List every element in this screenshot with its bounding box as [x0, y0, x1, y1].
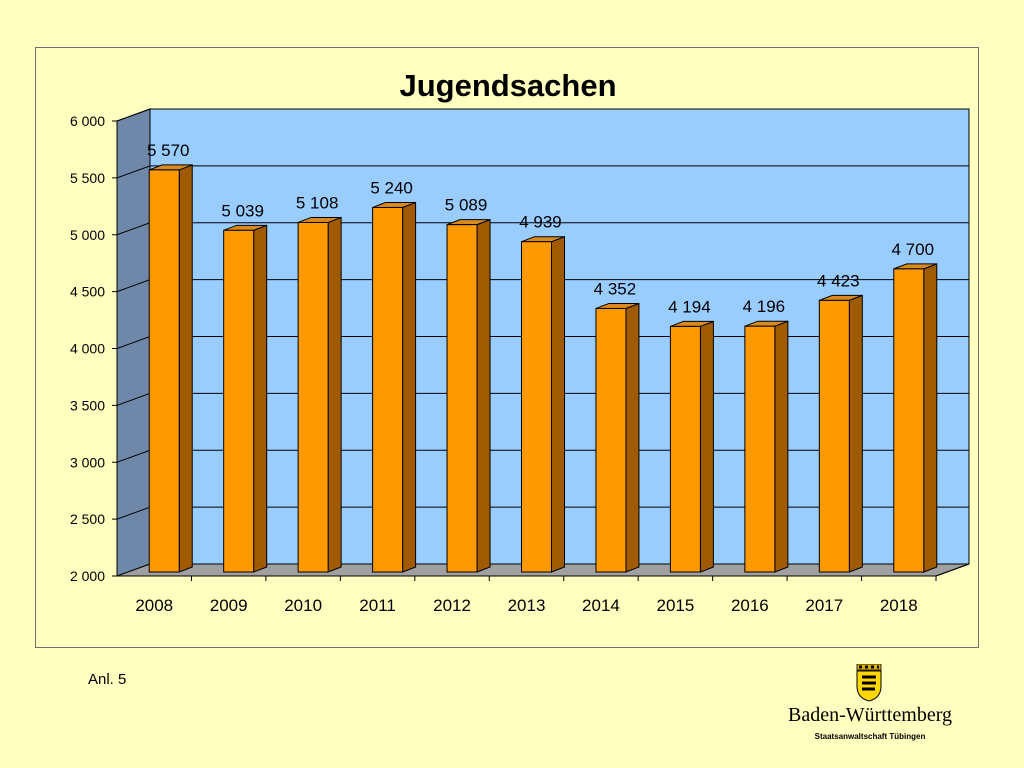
chart-frame: Jugendsachen 2 000 2 500 3 000 3 500 4 000 4 … — [35, 47, 979, 648]
grid-line — [116, 108, 969, 122]
y-tick-label: 4 000 — [70, 341, 105, 357]
data-label: 4 194 — [668, 297, 711, 316]
logo-subtitle: Staatsanwaltschaft Tübingen — [814, 732, 926, 741]
x-tick-label: 2009 — [210, 596, 248, 615]
logo-name: Baden-Württemberg — [787, 704, 952, 726]
x-tick-label: 2014 — [582, 596, 620, 615]
bar-front — [818, 299, 850, 573]
bar-side — [178, 164, 193, 573]
bar-2011 — [372, 201, 417, 573]
bar-front — [893, 268, 925, 573]
data-label: 5 108 — [296, 193, 339, 212]
bar-2013 — [521, 235, 565, 573]
y-tick-label: 2 000 — [70, 568, 105, 584]
grid-line — [116, 165, 969, 179]
bar-2018 — [893, 263, 938, 573]
bar-side — [551, 235, 565, 573]
y-tick-label: 3 000 — [70, 454, 105, 470]
data-label: 5 089 — [445, 196, 488, 215]
data-label: 5 240 — [370, 178, 413, 197]
bar-2012 — [446, 218, 491, 573]
y-axis: 2 000 2 500 3 000 3 500 4 000 4 500 5 000 5 500… — [70, 113, 118, 584]
data-label: 4 352 — [594, 279, 637, 298]
y-tick-label: 2 500 — [70, 511, 105, 527]
bar-2009 — [223, 224, 268, 573]
y-tick-label: 5 000 — [70, 227, 105, 243]
x-tick-label: 2008 — [135, 596, 173, 615]
bar-side — [327, 216, 342, 573]
bar-front — [744, 325, 776, 573]
bar-side — [923, 263, 938, 573]
state-logo: Baden-Württemberg Staatsanwaltschaft Tüb… — [780, 662, 960, 748]
x-axis-depth-line — [935, 563, 970, 577]
bar-side — [699, 320, 714, 573]
y-tick-label: 3 500 — [70, 397, 105, 413]
bar-side — [848, 294, 863, 573]
x-tick-label: 2011 — [359, 596, 396, 615]
bar-2017 — [818, 294, 863, 573]
bar-side — [774, 320, 789, 573]
bar-front — [669, 325, 701, 573]
data-labels: 5 570 5 039 5 108 5 240 5 089 4 939 4 352 4 194… — [147, 141, 934, 317]
bar-side — [476, 218, 491, 573]
x-tick-label: 2017 — [805, 596, 843, 615]
y-tick-label: 4 500 — [70, 284, 105, 300]
bar-2010 — [297, 216, 342, 573]
bar-2014 — [595, 302, 640, 573]
bar-front — [595, 307, 627, 573]
bar-front — [223, 229, 255, 573]
bar-side — [402, 201, 417, 573]
y-tick-label: 5 500 — [70, 170, 105, 186]
bar-2015 — [669, 320, 714, 573]
bar-front — [521, 241, 552, 573]
bar-front — [446, 224, 478, 573]
data-label: 4 939 — [519, 213, 562, 232]
bar-front — [297, 221, 329, 573]
chart-title: Jugendsachen — [399, 68, 616, 103]
y-tick-label: 6 000 — [70, 113, 105, 129]
bars — [148, 164, 938, 573]
annotation-label: Anl. 5 — [88, 671, 127, 688]
bar-chart: Jugendsachen 2 000 2 500 3 000 3 500 4 000 4 … — [70, 68, 970, 615]
bar-side — [625, 302, 640, 573]
data-label: 4 196 — [743, 297, 786, 316]
x-tick-label: 2010 — [284, 596, 322, 615]
x-axis: 2008 2009 2010 2011 2012 2013 2014 2015 2016 2017… — [117, 563, 970, 615]
data-label: 5 039 — [221, 201, 264, 220]
bar-2016 — [744, 320, 789, 573]
x-tick-label: 2016 — [731, 596, 769, 615]
bar-side — [253, 224, 268, 573]
bar-front — [148, 169, 180, 573]
x-tick-label: 2015 — [656, 596, 694, 615]
data-label: 4 700 — [891, 240, 934, 259]
x-tick-label: 2012 — [433, 596, 471, 615]
coat-of-arms-icon — [856, 664, 882, 702]
data-label: 5 570 — [147, 141, 190, 160]
bar-2008 — [148, 164, 193, 573]
bar-front — [372, 206, 404, 573]
x-tick-label: 2013 — [508, 596, 546, 615]
data-label: 4 423 — [817, 271, 860, 290]
x-tick-label: 2018 — [880, 596, 918, 615]
